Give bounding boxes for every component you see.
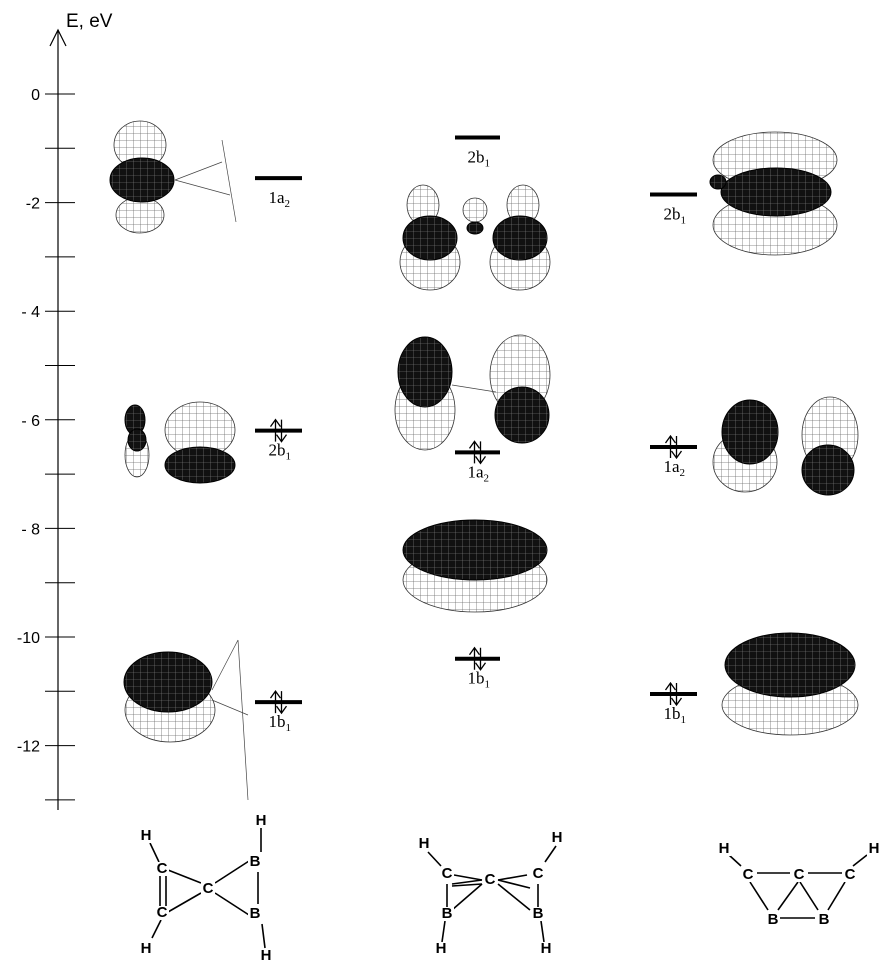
atom-label: B xyxy=(250,905,261,922)
tick-label: -2 xyxy=(26,196,40,213)
energy-level: 1a2 xyxy=(455,440,500,484)
atom-label: H xyxy=(719,840,730,857)
atom-label: C xyxy=(794,866,805,883)
orbital-2b1-col1 xyxy=(124,401,236,484)
orbital-1b1-col1 xyxy=(123,639,249,801)
level-label: 1b1 xyxy=(269,712,292,734)
atom-label: C xyxy=(442,865,453,882)
structure-2 xyxy=(427,845,557,943)
energy-level: 2b1 xyxy=(650,192,697,226)
orbital-pictures xyxy=(109,120,859,801)
orbital-1a2-col3 xyxy=(712,396,859,496)
tick-label: - 4 xyxy=(21,304,40,321)
atom-label: H xyxy=(419,835,430,852)
level-label: 1a2 xyxy=(269,188,291,210)
level-label: 1b1 xyxy=(468,669,491,691)
level-label: 2b1 xyxy=(664,204,687,226)
tick-label: -12 xyxy=(17,739,40,756)
level-label: 1b1 xyxy=(664,704,687,726)
energy-level: 1b1 xyxy=(255,690,302,734)
tick-label: -10 xyxy=(17,630,40,647)
atom-label: B xyxy=(250,853,261,870)
energy-level: 1a2 xyxy=(650,434,697,479)
atom-label: C xyxy=(743,866,754,883)
energy-level: 1a2 xyxy=(255,176,302,210)
atom-label: C xyxy=(203,880,214,897)
tick-label: - 6 xyxy=(21,413,40,430)
atom-label: H xyxy=(552,829,563,846)
electron-pair-icon xyxy=(269,418,288,443)
atom-label: B xyxy=(819,911,830,928)
electron-pair-icon xyxy=(468,440,487,465)
tick-label: - 8 xyxy=(21,521,40,538)
atom-label: H xyxy=(141,940,152,957)
energy-axis: E, eV 0 -2 - 4 - 6 - 8 -10 -12 xyxy=(17,11,113,810)
orbital-1a2-col2 xyxy=(394,334,551,451)
level-label: 1a2 xyxy=(468,462,490,484)
electron-pair-icon xyxy=(269,690,288,715)
electron-pair-icon xyxy=(468,646,487,671)
orbital-1a2-col1 xyxy=(109,120,237,234)
atom-label: H xyxy=(869,840,880,857)
atom-label: C xyxy=(157,860,168,877)
energy-level: 1b1 xyxy=(455,646,500,691)
structure-1 xyxy=(149,828,266,949)
orbital-1b1-col2 xyxy=(402,519,548,613)
level-label: 1a2 xyxy=(664,457,686,479)
energy-level: 2b1 xyxy=(255,418,302,463)
level-label: 2b1 xyxy=(468,147,491,169)
orbital-2b1-col2 xyxy=(399,184,551,291)
atom-label: C xyxy=(533,865,544,882)
tick-label: 0 xyxy=(31,87,40,104)
atom-label: H xyxy=(261,947,272,961)
energy-level: 1b1 xyxy=(650,681,697,726)
atom-label: B xyxy=(442,905,453,922)
axis-title: E, eV xyxy=(66,11,113,32)
orbital-2b1-col3 xyxy=(709,131,838,256)
atom-label: H xyxy=(256,812,267,829)
atom-label: H xyxy=(541,940,552,957)
structure-3 xyxy=(728,854,868,919)
atom-label: C xyxy=(485,871,496,888)
orbital-1b1-col3 xyxy=(721,632,859,736)
atom-label: C xyxy=(845,866,856,883)
level-label: 2b1 xyxy=(269,441,292,463)
electron-pair-icon xyxy=(664,681,683,707)
atom-label: H xyxy=(436,940,447,957)
atom-label: B xyxy=(768,911,779,928)
atom-label: C xyxy=(157,904,168,921)
energy-level: 2b1 xyxy=(455,135,500,169)
atom-label: B xyxy=(533,905,544,922)
axis-arrow-icon xyxy=(49,28,67,47)
electron-pair-icon xyxy=(664,434,683,460)
atom-label: H xyxy=(141,827,152,844)
